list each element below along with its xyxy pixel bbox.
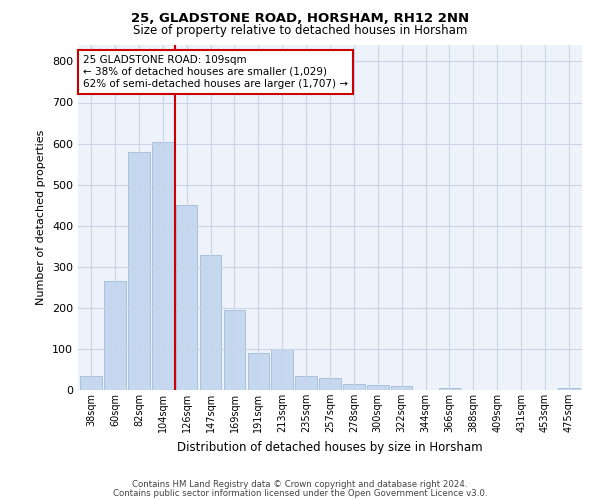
Text: 25, GLADSTONE ROAD, HORSHAM, RH12 2NN: 25, GLADSTONE ROAD, HORSHAM, RH12 2NN	[131, 12, 469, 26]
Bar	[104, 281, 126, 390]
Bar	[271, 349, 293, 390]
Bar	[176, 205, 197, 390]
Y-axis label: Number of detached properties: Number of detached properties	[37, 130, 46, 305]
Bar	[248, 353, 269, 390]
Bar	[439, 388, 460, 390]
X-axis label: Distribution of detached houses by size in Horsham: Distribution of detached houses by size …	[177, 440, 483, 454]
Bar	[152, 142, 173, 390]
Bar	[80, 376, 102, 390]
Bar	[319, 378, 341, 390]
Bar	[295, 376, 317, 390]
Bar	[128, 152, 149, 390]
Text: Contains HM Land Registry data © Crown copyright and database right 2024.: Contains HM Land Registry data © Crown c…	[132, 480, 468, 489]
Text: Contains public sector information licensed under the Open Government Licence v3: Contains public sector information licen…	[113, 488, 487, 498]
Bar	[367, 385, 389, 390]
Bar	[558, 388, 580, 390]
Bar	[343, 384, 365, 390]
Text: Size of property relative to detached houses in Horsham: Size of property relative to detached ho…	[133, 24, 467, 37]
Text: 25 GLADSTONE ROAD: 109sqm
← 38% of detached houses are smaller (1,029)
62% of se: 25 GLADSTONE ROAD: 109sqm ← 38% of detac…	[83, 56, 348, 88]
Bar	[224, 310, 245, 390]
Bar	[200, 256, 221, 390]
Bar	[391, 386, 412, 390]
